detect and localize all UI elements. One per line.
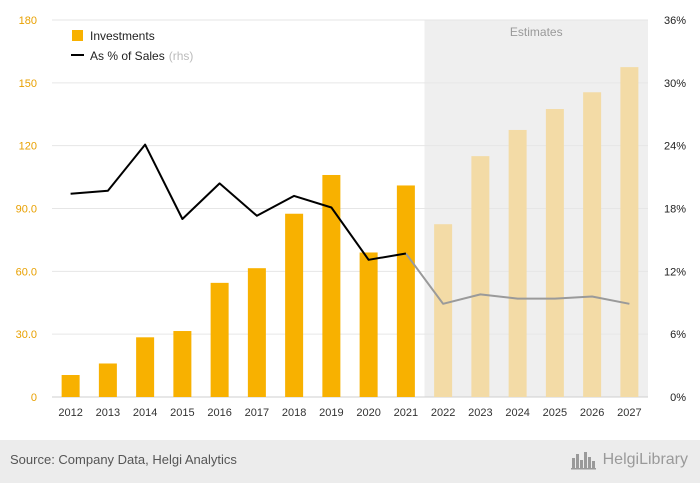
left-tick-label: 60.0 xyxy=(16,266,37,278)
x-tick-label: 2022 xyxy=(431,407,455,419)
legend: Investments As % of Sales (rhs) xyxy=(71,29,193,63)
left-tick-label: 30.0 xyxy=(16,329,37,341)
x-tick-label: 2013 xyxy=(96,407,120,419)
right-tick-label: 30% xyxy=(664,78,686,90)
brand: HelgiLibrary xyxy=(570,449,688,471)
legend-line-name: As % of Sales xyxy=(90,49,165,63)
investment-bar xyxy=(508,129,527,398)
estimates-label: Estimates xyxy=(510,25,563,39)
investment-bar xyxy=(173,331,192,397)
left-tick-label: 180 xyxy=(19,15,37,27)
pct-sales-line-estimate xyxy=(405,252,630,305)
x-tick-label: 2024 xyxy=(505,407,529,419)
investment-bar xyxy=(210,282,229,397)
footer: Source: Company Data, Helgi Analytics He… xyxy=(0,440,700,483)
city-skyline-icon xyxy=(570,452,596,470)
investment-bar xyxy=(322,174,341,397)
investment-bar xyxy=(620,67,639,397)
x-tick-label: 2017 xyxy=(245,407,269,419)
right-tick-label: 12% xyxy=(664,266,686,278)
x-tick-label: 2025 xyxy=(543,407,567,419)
investment-bar xyxy=(61,375,80,397)
x-tick-label: 2027 xyxy=(617,407,641,419)
right-tick-label: 6% xyxy=(670,329,686,341)
x-tick-label: 2018 xyxy=(282,407,306,419)
legend-line-label: As % of Sales (rhs) xyxy=(90,49,193,63)
investment-bar xyxy=(359,252,378,397)
right-tick-label: 36% xyxy=(664,15,686,27)
left-tick-label: 150 xyxy=(19,78,37,90)
x-tick-label: 2023 xyxy=(468,407,492,419)
source-note: Source: Company Data, Helgi Analytics xyxy=(10,452,237,467)
x-tick-label: 2019 xyxy=(319,407,343,419)
x-tick-label: 2015 xyxy=(170,407,194,419)
x-tick-label: 2016 xyxy=(207,407,231,419)
brand-name: HelgiLibrary xyxy=(602,451,688,468)
line-series xyxy=(70,143,630,305)
left-tick-label: 0 xyxy=(31,392,37,404)
x-tick-label: 2026 xyxy=(580,407,604,419)
right-axis-ticks: 0% 6% 12% 18% 24% 30% 36% xyxy=(664,15,686,404)
legend-investments-swatch xyxy=(72,30,83,41)
investment-bar xyxy=(396,185,415,397)
legend-line-suffix: (rhs) xyxy=(169,49,194,63)
left-tick-label: 120 xyxy=(19,141,37,153)
investment-bar xyxy=(98,363,117,397)
investment-bar xyxy=(545,109,564,397)
combo-chart: Estimates 0 30.0 60.0 90.0 120 150 180 0% 6% 12%… xyxy=(16,15,687,419)
x-tick-label: 2021 xyxy=(394,407,418,419)
pct-sales-line xyxy=(70,143,407,261)
bar-series xyxy=(61,67,639,398)
legend-investments-label: Investments xyxy=(90,29,155,43)
investment-bar xyxy=(136,337,155,397)
x-axis-ticks: 2012 2013 2014 2015 2016 2017 2018 2019 2020 2021… xyxy=(58,407,641,419)
investment-bar xyxy=(471,156,490,397)
x-tick-label: 2014 xyxy=(133,407,157,419)
x-tick-label: 2020 xyxy=(356,407,380,419)
investment-bar xyxy=(434,224,453,397)
investment-bar xyxy=(583,92,602,397)
right-tick-label: 0% xyxy=(670,392,686,404)
investment-bar xyxy=(247,268,266,397)
investment-bar xyxy=(285,213,304,397)
left-axis-ticks: 0 30.0 60.0 90.0 120 150 180 xyxy=(16,15,37,404)
left-tick-label: 90.0 xyxy=(16,204,37,216)
right-tick-label: 18% xyxy=(664,204,686,216)
right-tick-label: 24% xyxy=(664,141,686,153)
x-tick-label: 2012 xyxy=(58,407,82,419)
